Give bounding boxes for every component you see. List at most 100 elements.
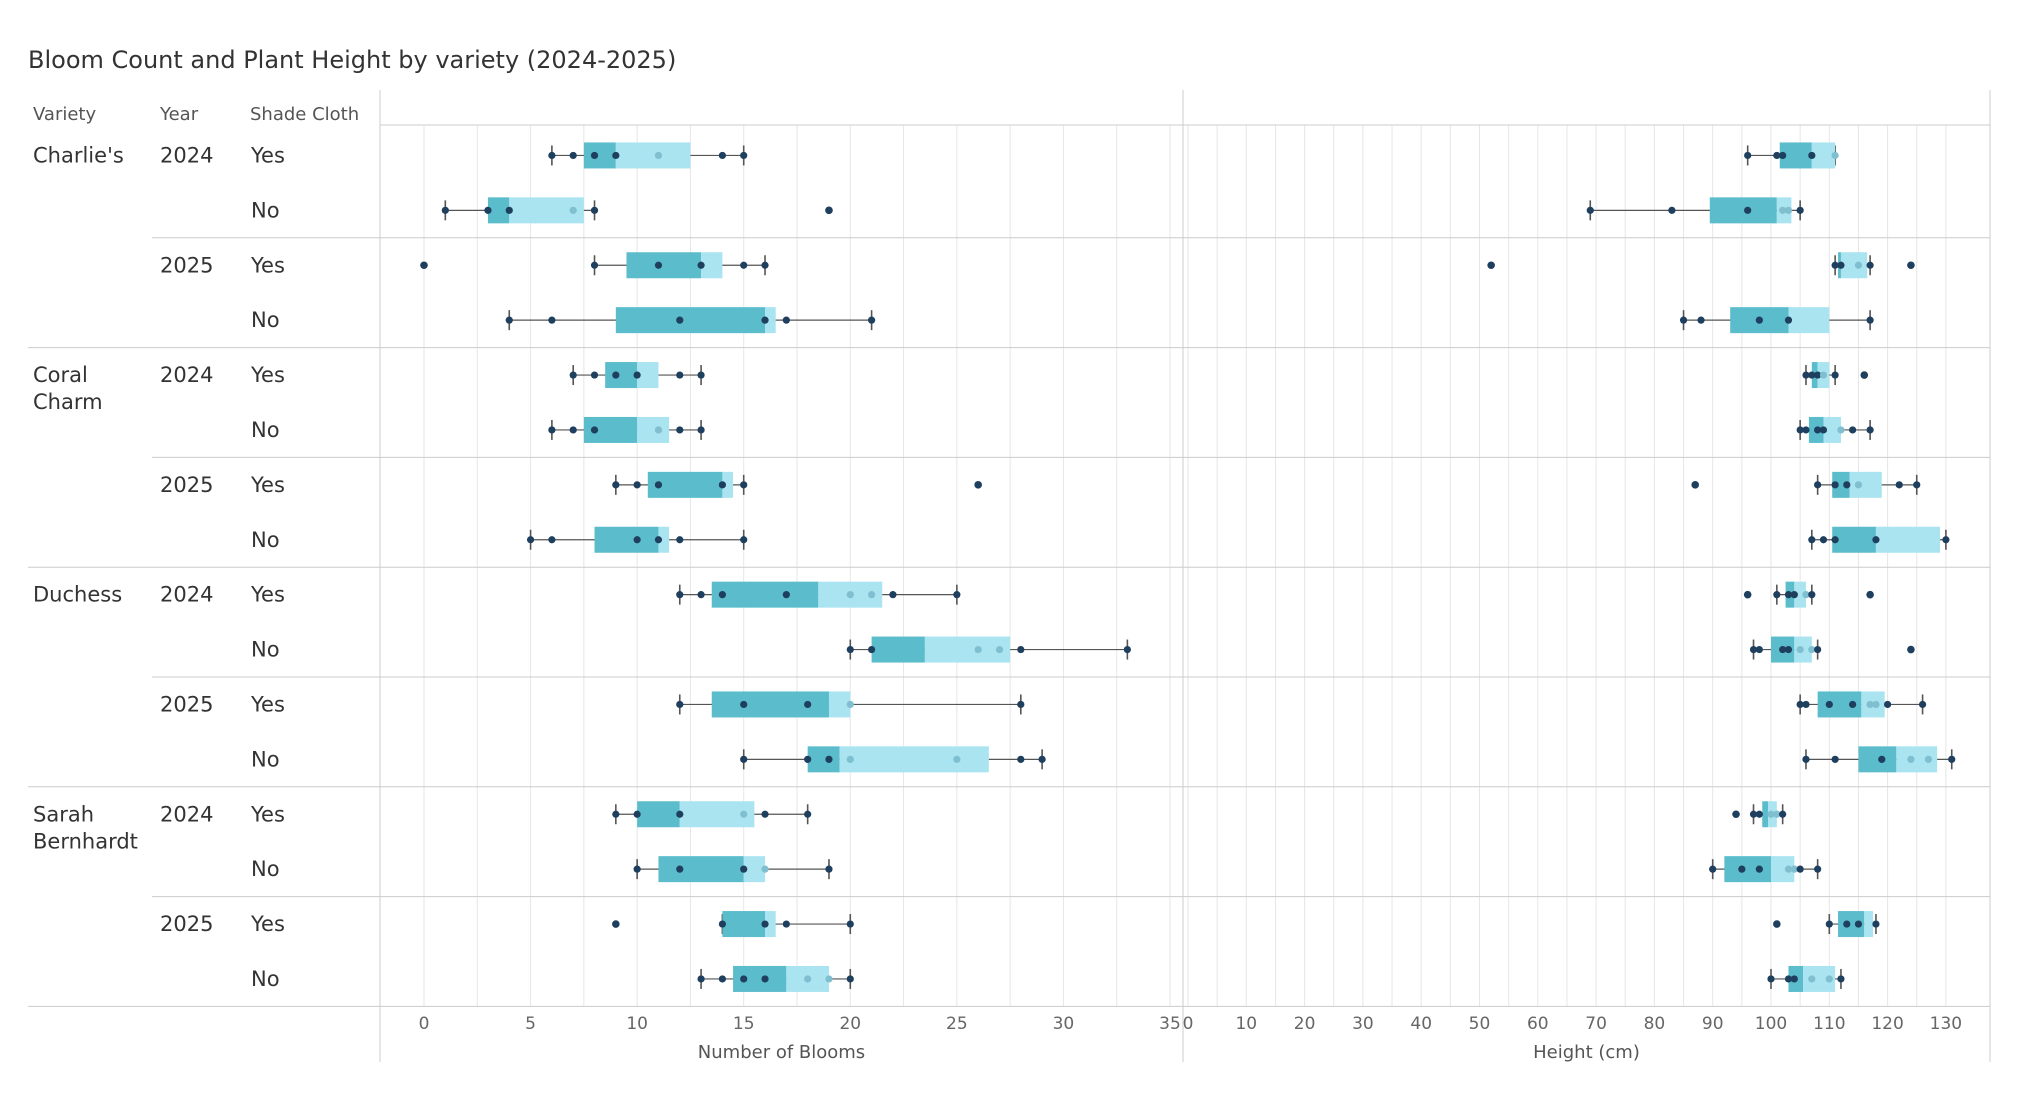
data-point bbox=[718, 975, 727, 983]
data-point bbox=[846, 755, 854, 763]
data-point bbox=[825, 755, 833, 763]
box-upper bbox=[637, 362, 659, 389]
data-point bbox=[825, 975, 833, 983]
data-point bbox=[782, 920, 790, 928]
data-point bbox=[526, 536, 535, 544]
data-point bbox=[654, 261, 663, 269]
axis-tick-label: 0 bbox=[1183, 1014, 1194, 1034]
data-point bbox=[1884, 700, 1892, 709]
data-point bbox=[1773, 591, 1781, 599]
data-point bbox=[654, 481, 663, 489]
box-lower bbox=[711, 581, 819, 608]
data-point bbox=[1872, 920, 1880, 928]
data-point bbox=[1831, 261, 1839, 269]
data-point bbox=[1948, 755, 1956, 763]
box-upper bbox=[1771, 856, 1795, 883]
data-point bbox=[740, 755, 748, 763]
box-upper bbox=[839, 746, 989, 773]
data-point bbox=[1802, 371, 1810, 379]
data-point bbox=[590, 261, 599, 269]
row-label-shade: Yes bbox=[250, 802, 285, 826]
data-point bbox=[1831, 755, 1839, 763]
row-labels: Charlie's 2024 Yes No 2025 Yes No Coral Charm 202… bbox=[33, 143, 285, 991]
data-point bbox=[1907, 755, 1915, 763]
box-lower bbox=[1832, 526, 1876, 553]
data-point bbox=[1017, 645, 1025, 654]
data-point bbox=[1808, 371, 1816, 379]
axis-tick-label: 120 bbox=[1871, 1014, 1903, 1034]
outlier-point bbox=[1907, 645, 1915, 654]
data-point bbox=[676, 536, 684, 544]
data-point bbox=[1790, 975, 1798, 983]
data-point bbox=[1784, 591, 1793, 599]
axis-tick-label: 0 bbox=[419, 1014, 430, 1034]
data-point bbox=[804, 810, 812, 818]
data-point bbox=[868, 591, 876, 599]
data-point bbox=[697, 975, 705, 983]
row-dividers bbox=[28, 90, 1991, 1062]
data-point bbox=[1038, 755, 1046, 763]
data-point bbox=[1784, 206, 1793, 214]
data-point bbox=[1779, 151, 1787, 160]
data-point bbox=[1843, 920, 1851, 928]
data-point bbox=[676, 371, 684, 379]
row-label-shade: No bbox=[251, 747, 280, 771]
data-point bbox=[1796, 426, 1804, 434]
data-point bbox=[1849, 700, 1857, 709]
data-point bbox=[569, 371, 577, 379]
axis-tick-label: 130 bbox=[1930, 1014, 1962, 1034]
data-point bbox=[633, 536, 641, 544]
data-point bbox=[1802, 426, 1810, 434]
data-point bbox=[1831, 151, 1839, 160]
box-upper bbox=[1811, 142, 1836, 169]
box-lower bbox=[487, 197, 510, 224]
data-point bbox=[782, 316, 790, 324]
outlier-point bbox=[1487, 261, 1495, 270]
outlier-point bbox=[1860, 371, 1869, 379]
data-point bbox=[1872, 700, 1880, 709]
axis-tick-label: 60 bbox=[1527, 1014, 1549, 1034]
box-upper bbox=[1864, 911, 1874, 938]
data-point bbox=[1854, 920, 1863, 928]
axis-title: Number of Blooms bbox=[698, 1042, 865, 1063]
data-point bbox=[1942, 536, 1950, 544]
data-point bbox=[697, 591, 705, 599]
data-point bbox=[1709, 865, 1717, 873]
data-point bbox=[1819, 426, 1828, 434]
data-point bbox=[590, 426, 599, 434]
box-upper bbox=[765, 911, 776, 938]
row-label-year: 2024 bbox=[160, 583, 213, 607]
row-label-variety-line: Bernhardt bbox=[33, 829, 138, 853]
data-point bbox=[1878, 755, 1886, 763]
data-point bbox=[1586, 206, 1594, 214]
data-point bbox=[1749, 645, 1758, 654]
data-point bbox=[1755, 645, 1763, 654]
data-point bbox=[953, 755, 961, 763]
data-point bbox=[548, 536, 556, 544]
axis-tick-label: 30 bbox=[1053, 1014, 1075, 1034]
chart-title: Bloom Count and Plant Height by variety … bbox=[28, 46, 677, 74]
row-label-shade: No bbox=[251, 418, 280, 442]
row-label-variety: Coral Charm bbox=[33, 363, 103, 414]
data-point bbox=[676, 810, 684, 818]
outlier-point bbox=[1773, 920, 1781, 928]
row-label-year: 2025 bbox=[160, 253, 213, 277]
data-point bbox=[740, 481, 748, 489]
axis-tick-label: 110 bbox=[1813, 1014, 1845, 1034]
data-point bbox=[441, 206, 449, 214]
header-variety: Variety bbox=[33, 104, 96, 125]
row-label-year: 2024 bbox=[160, 143, 213, 167]
box-lower bbox=[615, 307, 766, 334]
header-year: Year bbox=[159, 104, 199, 125]
data-point bbox=[1814, 426, 1822, 434]
data-point bbox=[633, 371, 641, 379]
row-label-year: 2025 bbox=[160, 692, 213, 716]
outlier-point bbox=[1743, 590, 1752, 599]
data-point bbox=[846, 700, 854, 709]
box-lower bbox=[626, 252, 702, 279]
data-point bbox=[590, 371, 599, 379]
data-point bbox=[1784, 975, 1793, 983]
outlier-point bbox=[420, 261, 428, 270]
data-point bbox=[761, 975, 769, 983]
